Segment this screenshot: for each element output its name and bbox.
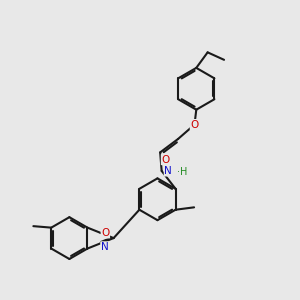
- Text: ·H: ·H: [177, 167, 188, 176]
- Text: O: O: [161, 154, 170, 165]
- Text: N: N: [101, 242, 109, 252]
- Text: O: O: [190, 120, 199, 130]
- Text: N: N: [164, 166, 172, 176]
- Text: O: O: [101, 228, 110, 238]
